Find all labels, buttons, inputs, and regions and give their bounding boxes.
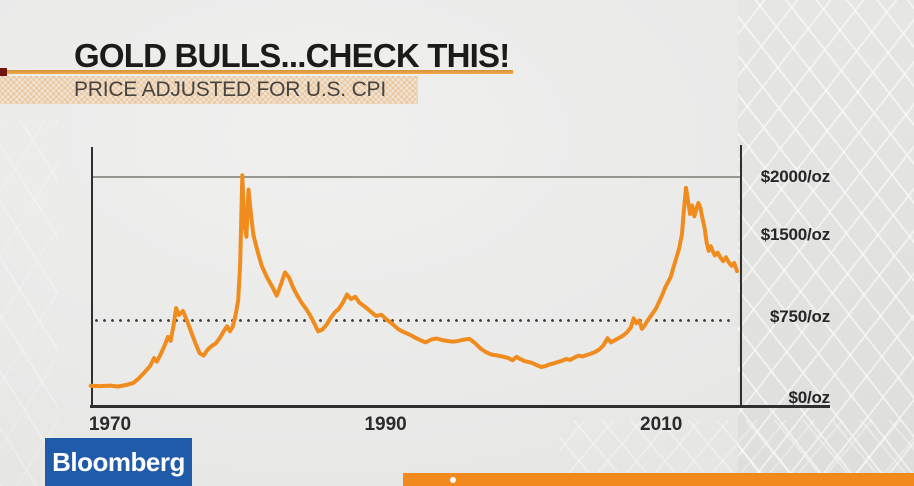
x-axis-label: 1990	[364, 414, 407, 435]
x-axis-line	[90, 405, 830, 408]
bloomberg-logo-text: Bloomberg	[52, 446, 185, 477]
lower-third-ticker-bar	[403, 473, 914, 486]
y-axis-right-line	[740, 145, 742, 407]
title-underline-rule	[0, 70, 513, 74]
chart-subtitle: PRICE ADJUSTED FOR U.S. CPI	[74, 78, 386, 101]
x-axis-label: 2010	[640, 414, 683, 435]
y-axis-label: $2000/oz	[760, 167, 830, 186]
price-line	[88, 173, 739, 389]
y-axis-label: $1500/oz	[760, 224, 830, 244]
studio-backdrop-lattice-bottom	[560, 420, 914, 474]
title-underline-left-cap	[0, 68, 7, 77]
y-axis-label: $0/oz	[788, 388, 830, 407]
y-axis-label: $750/oz	[769, 306, 830, 326]
x-axis-label: 1970	[88, 414, 132, 435]
dotted-line-750	[95, 319, 735, 323]
studio-backdrop-lattice-left	[0, 120, 58, 486]
ticker-bullet-dot	[450, 477, 456, 483]
gridline-2000	[92, 176, 740, 178]
bloomberg-logo: Bloomberg	[45, 438, 192, 486]
chart-title: GOLD BULLS...CHECK THIS!	[74, 37, 510, 74]
subtitle-band: PRICE ADJUSTED FOR U.S. CPI	[0, 76, 418, 104]
y-axis-left-line	[91, 147, 93, 407]
